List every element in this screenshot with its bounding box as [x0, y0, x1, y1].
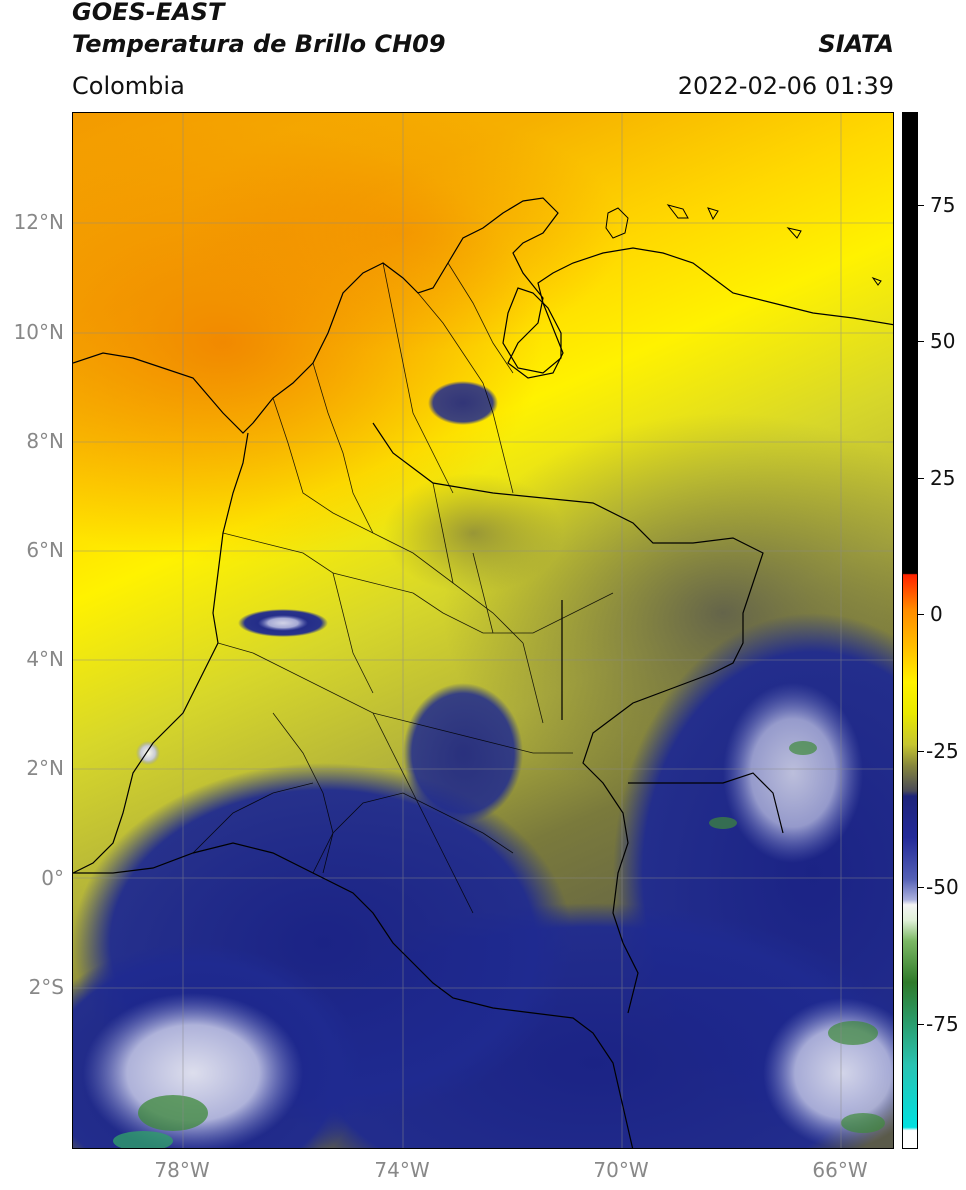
title-product: Temperatura de Brillo CH09: [72, 30, 446, 58]
colorbar-tick: [918, 1024, 924, 1025]
colorbar-label: 50: [930, 329, 956, 353]
islands: [605, 204, 882, 286]
colorbar-tick: [918, 478, 924, 479]
colorbar-label: 0: [930, 602, 943, 626]
colorbar-tick: [918, 887, 924, 888]
lat-label: 6°N: [26, 538, 64, 562]
colorbar-tick: [918, 751, 924, 752]
colorbar-label: 25: [930, 466, 956, 490]
colorbar-tick: [918, 205, 924, 206]
map-canvas: [73, 113, 893, 1148]
colorbar-tick: [918, 341, 924, 342]
brightness-temperature-map: [72, 112, 894, 1149]
lon-label: 78°W: [154, 1158, 210, 1182]
temperature-colorbar: [902, 112, 918, 1149]
boundaries: [73, 197, 893, 1148]
colorbar-label: -75: [926, 1012, 959, 1036]
lat-label: 0°: [41, 866, 64, 890]
colorbar-label: 75: [930, 193, 956, 217]
lon-label: 66°W: [812, 1158, 868, 1182]
lat-label: 2°S: [28, 975, 64, 999]
lat-label: 2°N: [26, 756, 64, 780]
datetime-label: 2022-02-06 01:39: [677, 72, 894, 100]
graticule: [73, 113, 893, 1148]
lon-label: 70°W: [593, 1158, 649, 1182]
region-label: Colombia: [72, 72, 185, 100]
lat-label: 8°N: [26, 429, 64, 453]
colorbar-label: -50: [926, 875, 959, 899]
lat-label: 10°N: [13, 320, 64, 344]
colorbar-tick: [918, 614, 924, 615]
lat-label: 4°N: [26, 647, 64, 671]
department-lines: [192, 262, 614, 914]
brand-label: SIATA: [818, 30, 894, 58]
colorbar-label: -25: [926, 739, 959, 763]
lon-label: 74°W: [374, 1158, 430, 1182]
title-satellite: GOES-EAST: [72, 0, 225, 26]
lat-label: 12°N: [13, 210, 64, 234]
